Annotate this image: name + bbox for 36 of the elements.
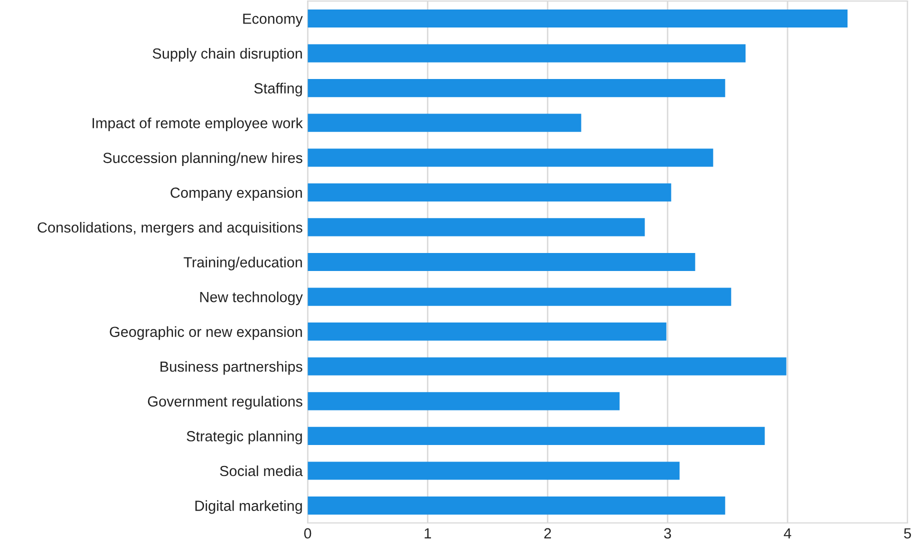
y-tick-label: Impact of remote employee work — [92, 118, 303, 132]
y-tick-label: Economy — [243, 14, 303, 27]
x-tick-label: 2 — [544, 528, 551, 538]
bar — [308, 288, 732, 306]
x-tick-label: 4 — [784, 528, 792, 538]
y-tick-label: Company expansion — [170, 187, 302, 201]
bar — [308, 496, 726, 515]
y-tick-label: Business partnerships — [160, 361, 302, 375]
bar — [308, 392, 620, 410]
bar — [308, 114, 582, 132]
bar — [308, 426, 765, 446]
bar — [308, 9, 848, 28]
bar — [308, 148, 714, 167]
bar — [308, 462, 680, 480]
bar — [308, 44, 746, 62]
y-tick-label: Consolidations, mergers and acquisitions — [38, 222, 302, 236]
x-tick-label: 1 — [424, 528, 431, 538]
bar — [308, 357, 786, 376]
x-tick-label: 3 — [664, 528, 671, 539]
y-tick-label: Government regulations — [148, 396, 302, 410]
y-tick-label: Strategic planning — [186, 430, 302, 444]
y-tick-label: Staffing — [254, 82, 302, 96]
y-tick-label: Social media — [220, 465, 303, 476]
bar — [308, 252, 696, 272]
bar — [308, 79, 726, 98]
bar — [308, 322, 666, 341]
bar — [308, 218, 645, 236]
y-tick-label: New technology — [200, 292, 303, 306]
y-tick-label: Geographic or new expansion — [110, 326, 302, 340]
y-tick-label: Succession planning/new hires — [103, 152, 302, 166]
y-tick-label: Supply chain disruption — [152, 48, 302, 62]
bar — [308, 183, 672, 202]
y-tick-label: Training/education — [184, 256, 302, 270]
x-tick-label: 0 — [304, 528, 312, 539]
y-tick-label: Digital marketing — [195, 500, 302, 514]
x-tick-label: 5 — [904, 528, 911, 539]
